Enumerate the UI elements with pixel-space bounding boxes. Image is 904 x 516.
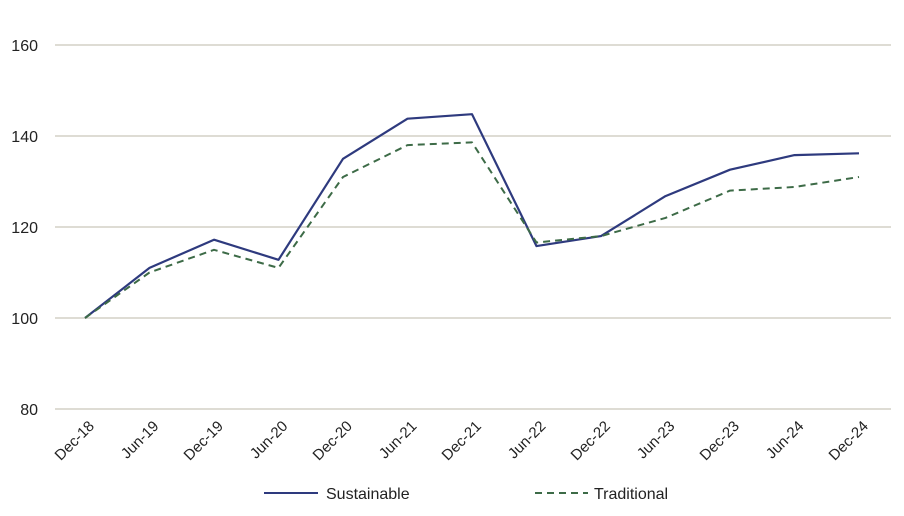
x-tick-label: Dec-21 — [439, 418, 485, 464]
x-tick-label: Dec-24 — [826, 418, 872, 464]
y-tick-label: 140 — [11, 129, 38, 146]
y-tick-label: 120 — [11, 220, 38, 237]
x-tick-label: Jun-23 — [634, 418, 678, 462]
x-tick-label: Jun-24 — [763, 418, 807, 462]
gridlines — [55, 44, 891, 410]
series-lines — [84, 113, 860, 319]
x-tick-label: Dec-20 — [310, 418, 356, 464]
x-tick-label: Dec-19 — [181, 418, 227, 464]
x-tick-label: Jun-22 — [505, 418, 549, 462]
x-tick-label: Jun-19 — [118, 418, 162, 462]
series-line-traditional — [84, 141, 860, 319]
y-axis-tick-labels: 80 100 120 140 160 — [11, 38, 38, 419]
x-axis-tick-labels: Dec-18 Jun-19 Dec-19 Jun-20 Dec-20 Jun-21 Dec-… — [52, 418, 872, 464]
y-tick-label: 100 — [11, 311, 38, 328]
series-line-sustainable — [84, 113, 860, 319]
x-tick-label: Jun-20 — [247, 418, 291, 462]
x-tick-label: Jun-21 — [376, 418, 420, 462]
legend: Sustainable Traditional — [264, 486, 668, 503]
y-tick-label: 80 — [20, 402, 38, 419]
legend-item-traditional: Traditional — [535, 486, 668, 503]
legend-label: Sustainable — [326, 486, 410, 503]
legend-item-sustainable: Sustainable — [264, 486, 410, 503]
legend-label: Traditional — [594, 486, 668, 503]
x-tick-label: Dec-23 — [697, 418, 743, 464]
x-tick-label: Dec-22 — [568, 418, 614, 464]
y-tick-label: 160 — [11, 38, 38, 55]
x-tick-label: Dec-18 — [52, 418, 98, 464]
